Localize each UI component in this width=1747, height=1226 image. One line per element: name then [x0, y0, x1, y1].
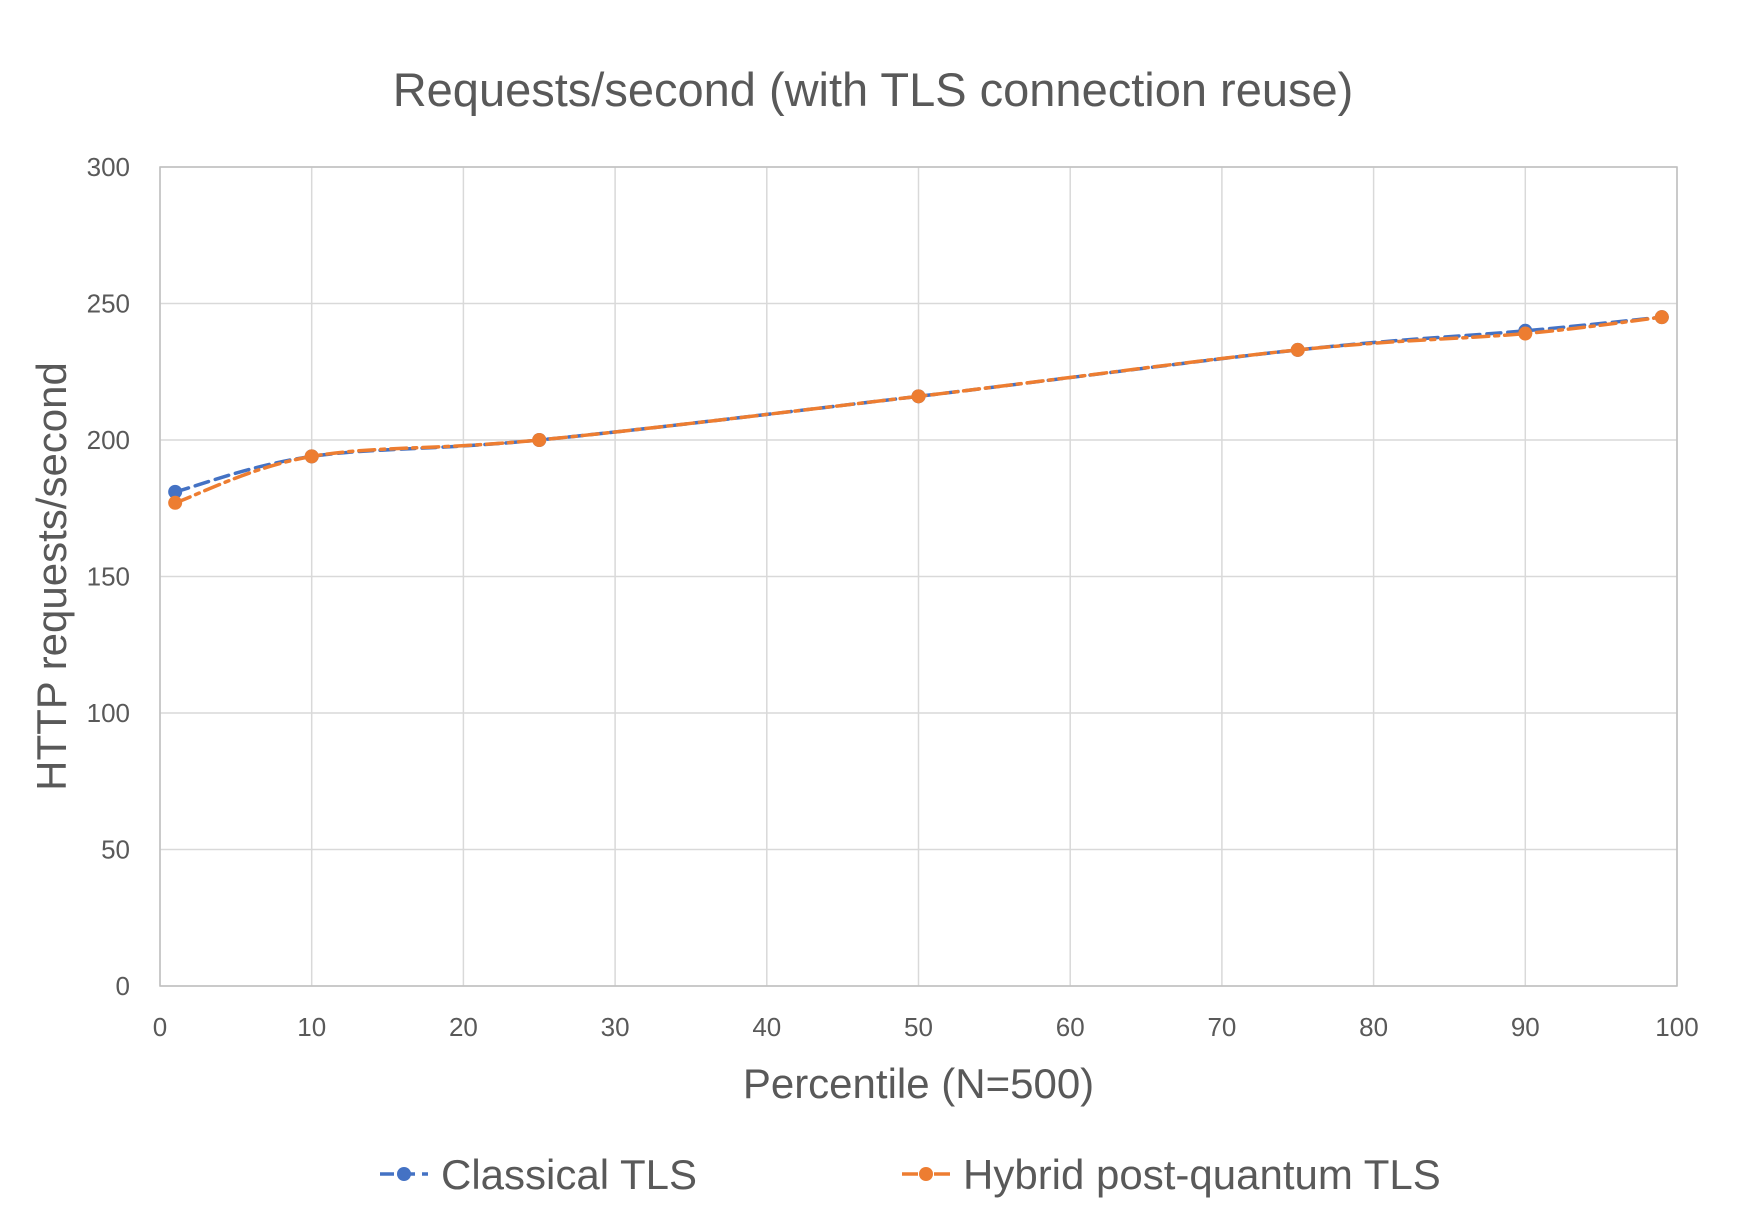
data-point: [304, 449, 319, 464]
series-lines: [168, 310, 1669, 510]
plot-area-frame: [159, 166, 1678, 987]
legend-marker-hybrid: [919, 1167, 933, 1181]
x-tick-label: 50: [904, 1012, 933, 1042]
gridlines: [159, 166, 1678, 987]
legend-label-classical: Classical TLS: [441, 1151, 697, 1198]
y-tick-label: 50: [101, 835, 130, 865]
y-tick-label: 250: [87, 289, 130, 319]
data-point: [168, 495, 183, 510]
x-axis-ticks: 0 10 20 30 40 50 60 70 80 90 100: [153, 1012, 1699, 1042]
data-point: [1654, 310, 1669, 325]
legend-item-hybrid: Hybrid post-quantum TLS: [902, 1151, 1441, 1198]
data-point: [1518, 326, 1533, 341]
y-tick-label: 0: [116, 971, 130, 1001]
y-axis-ticks: 0 50 100 150 200 250 300: [87, 152, 130, 1001]
x-axis-title: Percentile (N=500): [743, 1060, 1094, 1107]
x-tick-label: 70: [1207, 1012, 1236, 1042]
series-line: [173, 315, 1664, 505]
y-tick-label: 150: [87, 562, 130, 592]
legend-item-classical: Classical TLS: [380, 1151, 697, 1198]
x-tick-label: 0: [153, 1012, 167, 1042]
chart-title: Requests/second (with TLS connection reu…: [393, 63, 1354, 116]
x-tick-label: 40: [752, 1012, 781, 1042]
x-tick-label: 60: [1056, 1012, 1085, 1042]
legend-marker-classical: [397, 1167, 411, 1181]
data-point: [911, 389, 926, 404]
legend: Classical TLS Hybrid post-quantum TLS: [380, 1151, 1441, 1198]
y-tick-label: 100: [87, 698, 130, 728]
y-axis-title: HTTP requests/second: [28, 362, 75, 791]
x-tick-label: 100: [1655, 1012, 1698, 1042]
series-hybrid: [168, 310, 1669, 510]
x-tick-label: 30: [601, 1012, 630, 1042]
data-point: [532, 433, 547, 447]
x-tick-label: 10: [297, 1012, 326, 1042]
data-point: [168, 484, 183, 499]
x-tick-label: 90: [1511, 1012, 1540, 1042]
x-tick-label: 20: [449, 1012, 478, 1042]
y-tick-label: 200: [87, 425, 130, 455]
data-point: [1290, 342, 1305, 357]
series-line: [173, 315, 1664, 494]
x-tick-label: 80: [1359, 1012, 1388, 1042]
y-tick-label: 300: [87, 152, 130, 182]
legend-label-hybrid: Hybrid post-quantum TLS: [963, 1151, 1441, 1198]
